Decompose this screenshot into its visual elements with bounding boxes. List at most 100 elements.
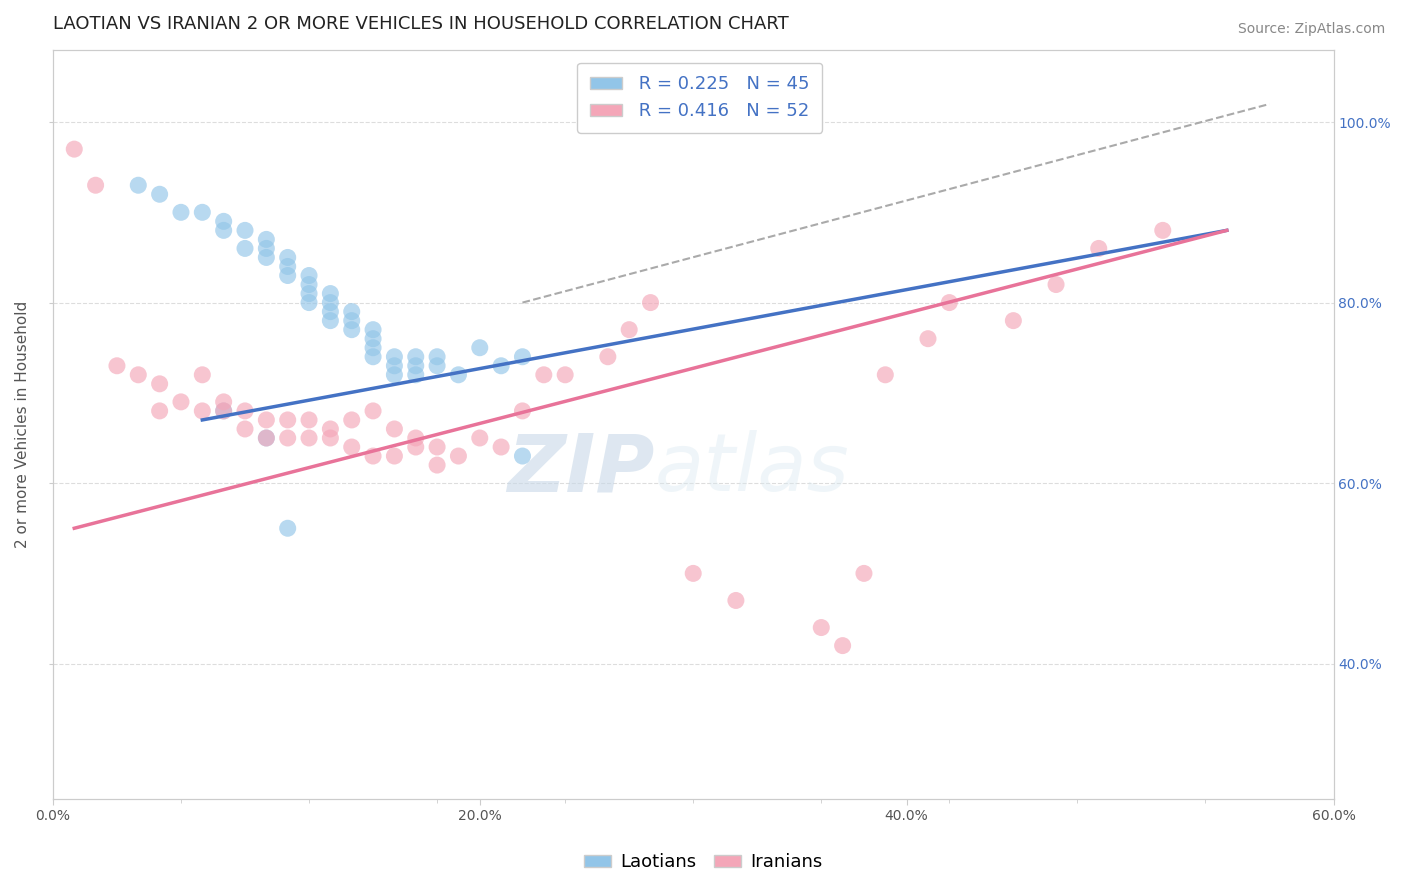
Point <box>361 350 384 364</box>
Point <box>384 359 406 373</box>
Point <box>468 341 491 355</box>
Point <box>489 440 512 454</box>
Point <box>212 404 235 418</box>
Point <box>298 268 321 283</box>
Point <box>361 341 384 355</box>
Point <box>233 242 256 256</box>
Point <box>682 566 704 581</box>
Point <box>596 350 619 364</box>
Point <box>852 566 875 581</box>
Point <box>191 205 214 219</box>
Legend:  R = 0.225   N = 45,  R = 0.416   N = 52: R = 0.225 N = 45, R = 0.416 N = 52 <box>576 62 823 133</box>
Point <box>512 350 534 364</box>
Point <box>405 350 427 364</box>
Point <box>489 359 512 373</box>
Point <box>426 440 449 454</box>
Point <box>319 304 342 318</box>
Point <box>319 313 342 327</box>
Point <box>724 593 747 607</box>
Point <box>212 223 235 237</box>
Point <box>512 449 534 463</box>
Point <box>426 350 449 364</box>
Text: LAOTIAN VS IRANIAN 2 OR MORE VEHICLES IN HOUSEHOLD CORRELATION CHART: LAOTIAN VS IRANIAN 2 OR MORE VEHICLES IN… <box>53 15 789 33</box>
Point <box>298 413 321 427</box>
Point <box>384 422 406 436</box>
Point <box>810 621 832 635</box>
Point <box>619 323 641 337</box>
Text: Source: ZipAtlas.com: Source: ZipAtlas.com <box>1237 22 1385 37</box>
Point <box>191 368 214 382</box>
Point <box>447 368 470 382</box>
Point <box>1152 223 1174 237</box>
Point <box>319 422 342 436</box>
Point <box>254 431 277 445</box>
Point <box>277 521 299 535</box>
Point <box>149 404 172 418</box>
Point <box>277 413 299 427</box>
Point <box>170 205 193 219</box>
Point <box>340 313 363 327</box>
Point <box>319 431 342 445</box>
Point <box>1045 277 1067 292</box>
Point <box>938 295 960 310</box>
Point <box>254 251 277 265</box>
Point <box>405 431 427 445</box>
Point <box>1002 313 1025 327</box>
Point <box>361 404 384 418</box>
Point <box>212 395 235 409</box>
Point <box>277 260 299 274</box>
Point <box>127 368 149 382</box>
Point <box>254 431 277 445</box>
Point <box>254 232 277 246</box>
Point <box>512 404 534 418</box>
Point <box>105 359 128 373</box>
Point <box>212 214 235 228</box>
Point <box>233 422 256 436</box>
Point <box>468 431 491 445</box>
Point <box>426 359 449 373</box>
Point <box>277 268 299 283</box>
Point <box>1087 242 1109 256</box>
Point <box>875 368 897 382</box>
Point <box>340 440 363 454</box>
Point <box>84 178 107 193</box>
Point <box>447 449 470 463</box>
Point <box>361 449 384 463</box>
Point <box>191 404 214 418</box>
Point <box>533 368 555 382</box>
Point <box>298 295 321 310</box>
Point <box>917 332 939 346</box>
Point <box>405 440 427 454</box>
Point <box>149 376 172 391</box>
Point <box>361 323 384 337</box>
Legend: Laotians, Iranians: Laotians, Iranians <box>576 847 830 879</box>
Point <box>405 359 427 373</box>
Point <box>405 368 427 382</box>
Point <box>149 187 172 202</box>
Point <box>254 242 277 256</box>
Point <box>340 323 363 337</box>
Point <box>319 295 342 310</box>
Point <box>831 639 853 653</box>
Text: ZIP: ZIP <box>508 431 655 508</box>
Point <box>554 368 576 382</box>
Text: atlas: atlas <box>655 431 849 508</box>
Point <box>170 395 193 409</box>
Point <box>361 332 384 346</box>
Point <box>127 178 149 193</box>
Point <box>233 223 256 237</box>
Point <box>298 277 321 292</box>
Point <box>319 286 342 301</box>
Point <box>426 458 449 472</box>
Point <box>277 431 299 445</box>
Point <box>277 251 299 265</box>
Point <box>212 404 235 418</box>
Point <box>340 413 363 427</box>
Point <box>640 295 662 310</box>
Point <box>63 142 86 156</box>
Point <box>298 431 321 445</box>
Y-axis label: 2 or more Vehicles in Household: 2 or more Vehicles in Household <box>15 301 30 548</box>
Point <box>254 413 277 427</box>
Point <box>340 304 363 318</box>
Point <box>384 368 406 382</box>
